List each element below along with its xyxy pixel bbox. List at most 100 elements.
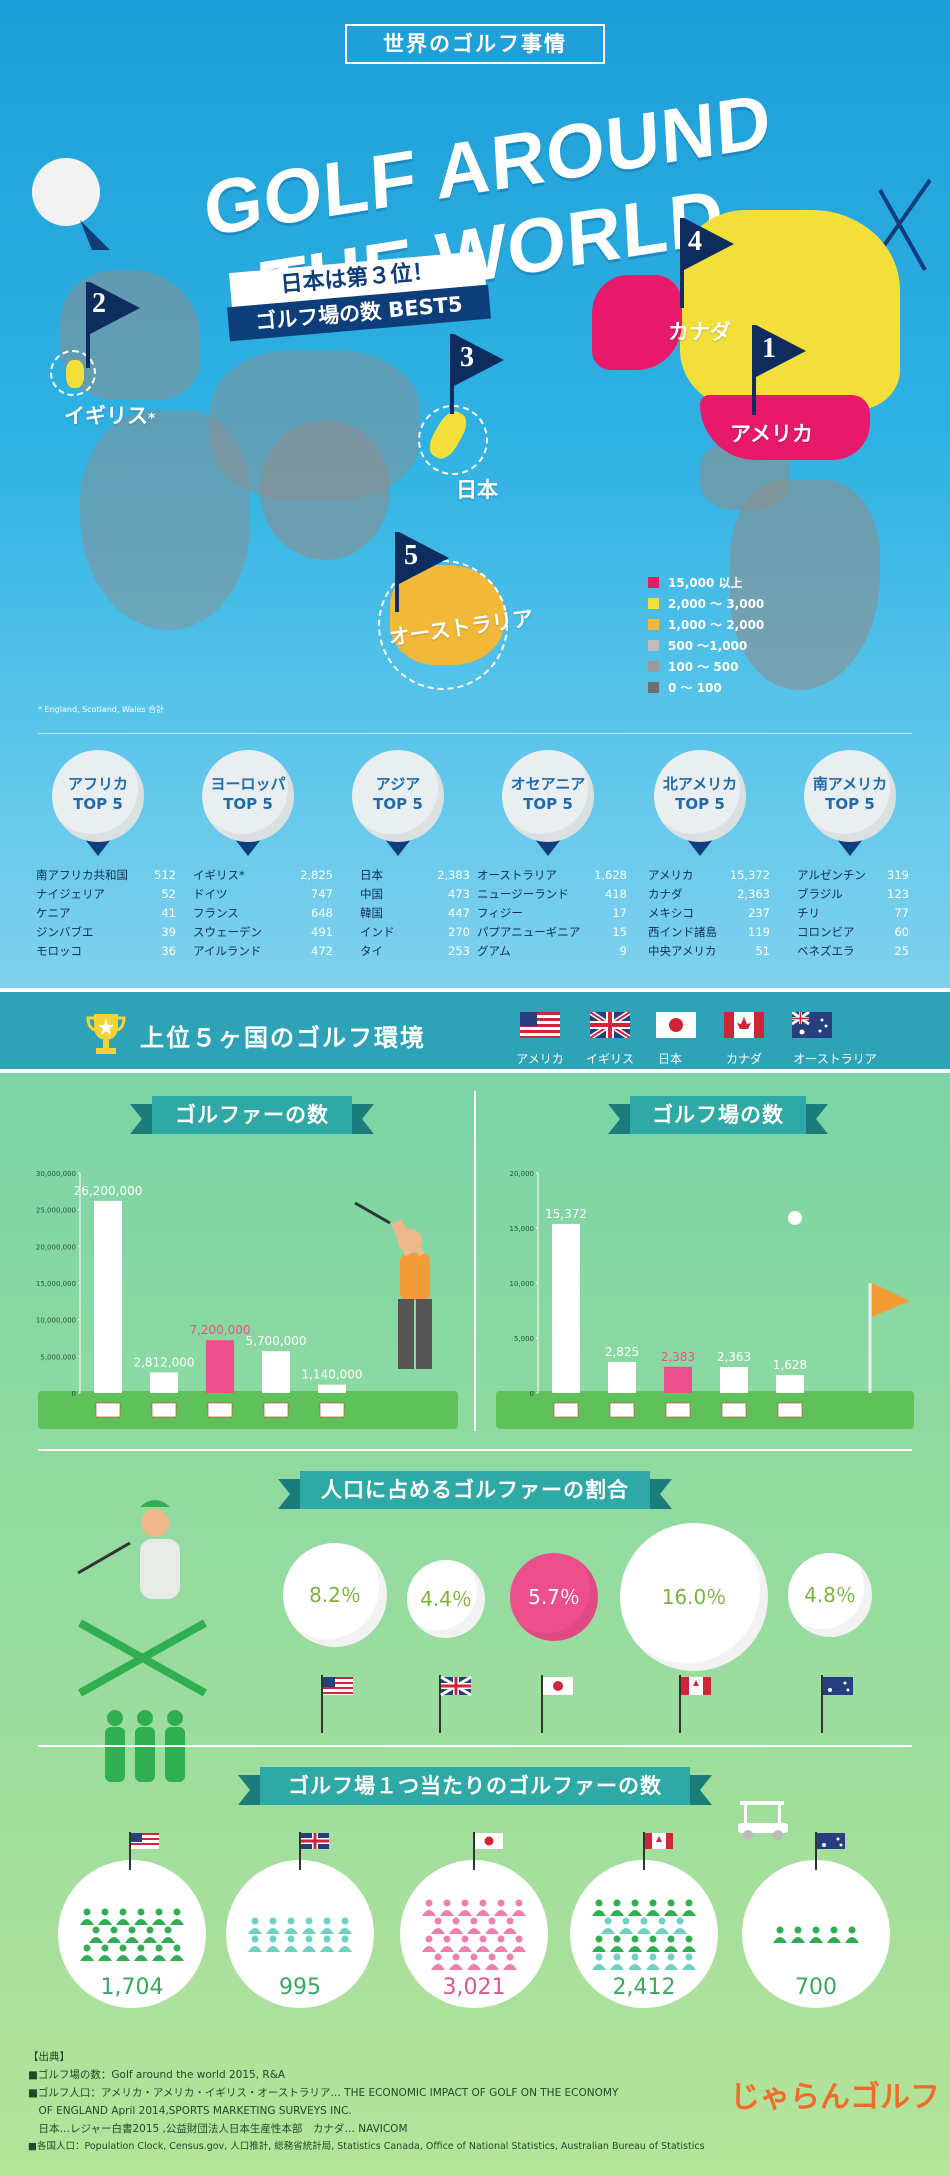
region-north-america: 北アメリカ TOP 5 (640, 750, 760, 856)
y-tick-label: 15,000 (510, 1225, 535, 1233)
region-africa: アフリカ TOP 5 (38, 750, 158, 856)
bar-value-label: 15,372 (545, 1207, 587, 1221)
bar-カナダ (262, 1351, 290, 1393)
person-body (431, 1964, 445, 1970)
canada-pin-flag-icon (679, 1675, 711, 1733)
person-body (152, 1955, 166, 1961)
person-icon (506, 1917, 514, 1925)
japan-pin-flag-icon (541, 1675, 573, 1733)
person-body (248, 1928, 262, 1934)
person-icon (479, 1935, 487, 1943)
person-body (89, 1937, 103, 1943)
y-tick-label: 20,000,000 (36, 1243, 76, 1251)
person-body (107, 1937, 121, 1943)
rank-flag-4 (684, 218, 734, 270)
flag-marker-カナダ (263, 1402, 289, 1418)
person-icon (649, 1935, 657, 1943)
person-body (512, 1910, 526, 1916)
ratio-title: 人口に占めるゴルファーの割合 (278, 1471, 672, 1509)
uk-pin-flag-icon (439, 1675, 472, 1733)
map-legend: 15,000 以上 2,000 ～ 3,000 1,000 ～ 2,000 50… (648, 572, 764, 698)
people-icons (773, 1926, 859, 1943)
people-icons (248, 1917, 352, 1952)
golfers-chart-title: ゴルファーの数 (130, 1096, 374, 1134)
person-body (503, 1964, 517, 1970)
person-icon (685, 1935, 693, 1943)
person-body (664, 1910, 678, 1916)
person-icon (488, 1917, 496, 1925)
list-south-america: アルゼンチン 319 ブラジル 123 チリ 77 コロンビア 60 ベネズエラ 25 (797, 868, 909, 958)
person-body (458, 1946, 472, 1952)
divider (38, 733, 912, 734)
person-icon (128, 1926, 136, 1934)
person-body (338, 1946, 352, 1952)
usa-flag-icon (520, 1012, 560, 1038)
person-icon (452, 1917, 460, 1925)
person-body (302, 1946, 316, 1952)
region-europe: ヨーロッパ TOP 5 (188, 750, 308, 856)
y-tick-label: 30,000,000 (36, 1170, 76, 1178)
person-body (422, 1946, 436, 1952)
person-body (827, 1937, 841, 1943)
person-icon (323, 1935, 331, 1943)
label-japan: 日本 (456, 478, 498, 502)
person-icon (515, 1935, 523, 1943)
japan-highlight (418, 405, 488, 475)
person-body (476, 1910, 490, 1916)
trophy-icon (86, 1014, 126, 1054)
person-icon (506, 1953, 514, 1961)
people-icons (80, 1908, 184, 1961)
person-body (637, 1928, 651, 1934)
flag-marker-オーストラリア (319, 1402, 345, 1418)
band-label-canada: カナダ (725, 1052, 762, 1066)
person-icon (595, 1899, 603, 1907)
person-icon (251, 1917, 259, 1925)
divider (38, 1745, 912, 1747)
person-icon (848, 1926, 856, 1934)
india-shape (260, 420, 390, 560)
person-icon (613, 1899, 621, 1907)
person-body (664, 1946, 678, 1952)
person-body (422, 1910, 436, 1916)
person-icon (101, 1908, 109, 1916)
person-icon (631, 1953, 639, 1961)
pin-flag-icon (868, 1283, 910, 1393)
y-tick-label: 15,000,000 (36, 1280, 76, 1288)
person-icon (287, 1935, 295, 1943)
person-body (845, 1937, 859, 1943)
courses-chart-title: ゴルフ場の数 (608, 1096, 828, 1134)
person-icon (622, 1917, 630, 1925)
bar-オーストラリア (776, 1375, 804, 1393)
charts-section: ゴルファーの数 ゴルフ場の数 30,000,000 25,000,000 20,00… (0, 1073, 950, 2176)
per-course-canada: 2,412 (570, 1860, 718, 2008)
map-section: 世界のゴルフ事情 GOLF AROUND THE WORLD 2 イギリス* 3… (0, 0, 950, 990)
person-body (320, 1928, 334, 1934)
person-body (80, 1955, 94, 1961)
person-body (682, 1964, 696, 1970)
flag-marker-イギリス (609, 1402, 635, 1418)
person-body (503, 1928, 517, 1934)
person-body (682, 1910, 696, 1916)
rank-flag-3 (454, 334, 504, 386)
subtitle: 世界のゴルフ事情 (345, 24, 605, 64)
person-icon (305, 1917, 313, 1925)
person-icon (685, 1953, 693, 1961)
person-icon (119, 1944, 127, 1952)
list-asia: 日本 2,383 中国 473 韓国 447 インド 270 タイ 253 (360, 868, 470, 958)
japan-flag-icon (656, 1012, 696, 1038)
person-icon (830, 1926, 838, 1934)
rank-flag-2 (90, 282, 140, 334)
rank-1: 1 (762, 333, 776, 364)
rank-5: 5 (404, 540, 418, 571)
person-icon (676, 1917, 684, 1925)
footnote: * England, Scotland, Wales 合計 (38, 705, 165, 714)
person-icon (461, 1899, 469, 1907)
flag-marker-カナダ (721, 1402, 747, 1418)
flag-marker-アメリカ (95, 1402, 121, 1418)
courses-bar-chart: 20,000 15,000 10,000 5,000 0 15,372 2,825 2,383… (510, 1170, 807, 1418)
person-body (284, 1928, 298, 1934)
person-body (791, 1937, 805, 1943)
person-body (248, 1946, 262, 1952)
person-body (628, 1946, 642, 1952)
golf-ball-icon (32, 158, 110, 250)
